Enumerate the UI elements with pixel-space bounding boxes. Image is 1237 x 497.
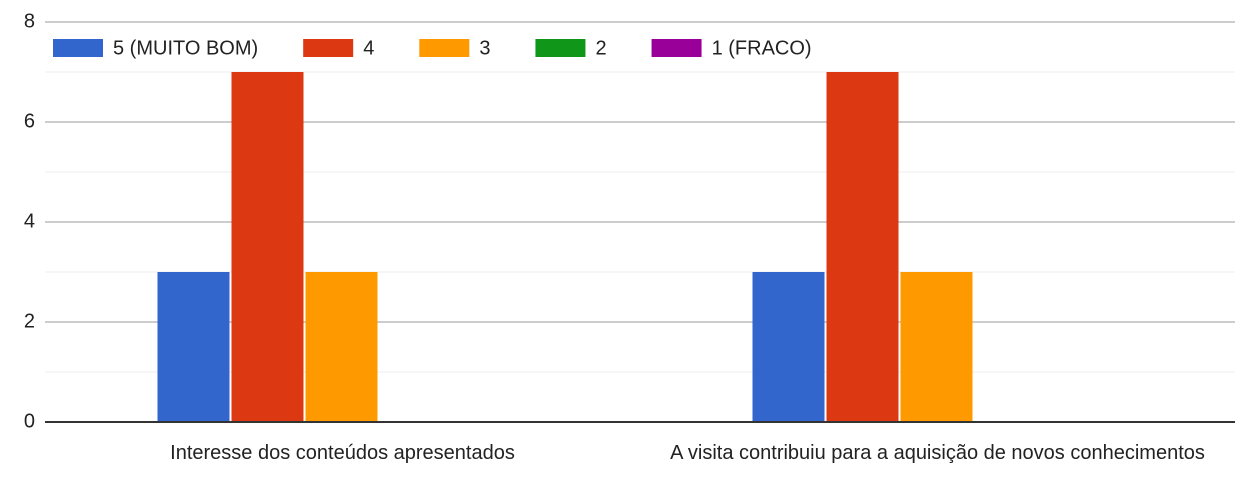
legend-swatch (419, 39, 470, 57)
y-tick-label: 8 (24, 10, 35, 32)
bar (900, 272, 973, 422)
bar (826, 72, 899, 422)
y-tick-label: 2 (24, 310, 35, 332)
bar (752, 272, 825, 422)
legend-label: 1 (FRACO) (712, 37, 812, 59)
bar (157, 272, 230, 422)
legend-swatch (53, 39, 103, 57)
legend-label: 5 (MUITO BOM) (113, 37, 258, 59)
legend-swatch (651, 39, 702, 57)
x-tick-label-line: Interesse dos conteúdos apresentados (170, 442, 515, 464)
legend-swatch (535, 39, 586, 57)
y-tick-label: 0 (24, 410, 35, 432)
legend-swatch (303, 39, 354, 57)
y-tick-label: 4 (24, 210, 35, 232)
y-tick-label: 6 (24, 110, 35, 132)
bar (305, 272, 378, 422)
legend-label: 4 (363, 37, 374, 59)
x-tick-label: A visita contribuiu para a aquisição de … (670, 442, 1205, 464)
legend-label: 2 (595, 37, 606, 59)
x-tick-label: Interesse dos conteúdos apresentados (170, 442, 515, 464)
bar (231, 72, 304, 422)
legend-label: 3 (479, 37, 490, 59)
x-tick-label-line: A visita contribuiu para a aquisição de … (670, 442, 1205, 464)
